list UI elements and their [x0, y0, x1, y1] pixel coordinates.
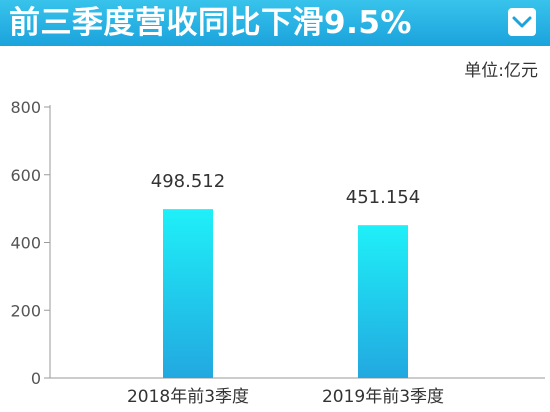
- collapse-toggle[interactable]: [508, 8, 536, 36]
- y-tick-label: 800: [10, 98, 41, 117]
- unit-label: 单位:亿元: [464, 61, 538, 81]
- data-label-2: 451.154: [346, 187, 420, 208]
- x-category-label-2: 2019年前3季度: [322, 387, 444, 407]
- data-label-1: 498.512: [151, 171, 225, 192]
- title-banner: 前三季度营收同比下滑9.5%: [0, 0, 550, 46]
- y-tick-label: 0: [31, 369, 41, 388]
- bar-1[interactable]: [163, 209, 213, 378]
- y-tick-label: 400: [10, 234, 41, 253]
- y-tick-label: 200: [10, 301, 41, 320]
- chart-title: 前三季度营收同比下滑9.5%: [9, 5, 412, 41]
- chevron-down-icon: [512, 16, 532, 28]
- x-category-label-1: 2018年前3季度: [127, 387, 249, 407]
- y-tick-label: 600: [10, 166, 41, 185]
- bar-2[interactable]: [358, 225, 408, 378]
